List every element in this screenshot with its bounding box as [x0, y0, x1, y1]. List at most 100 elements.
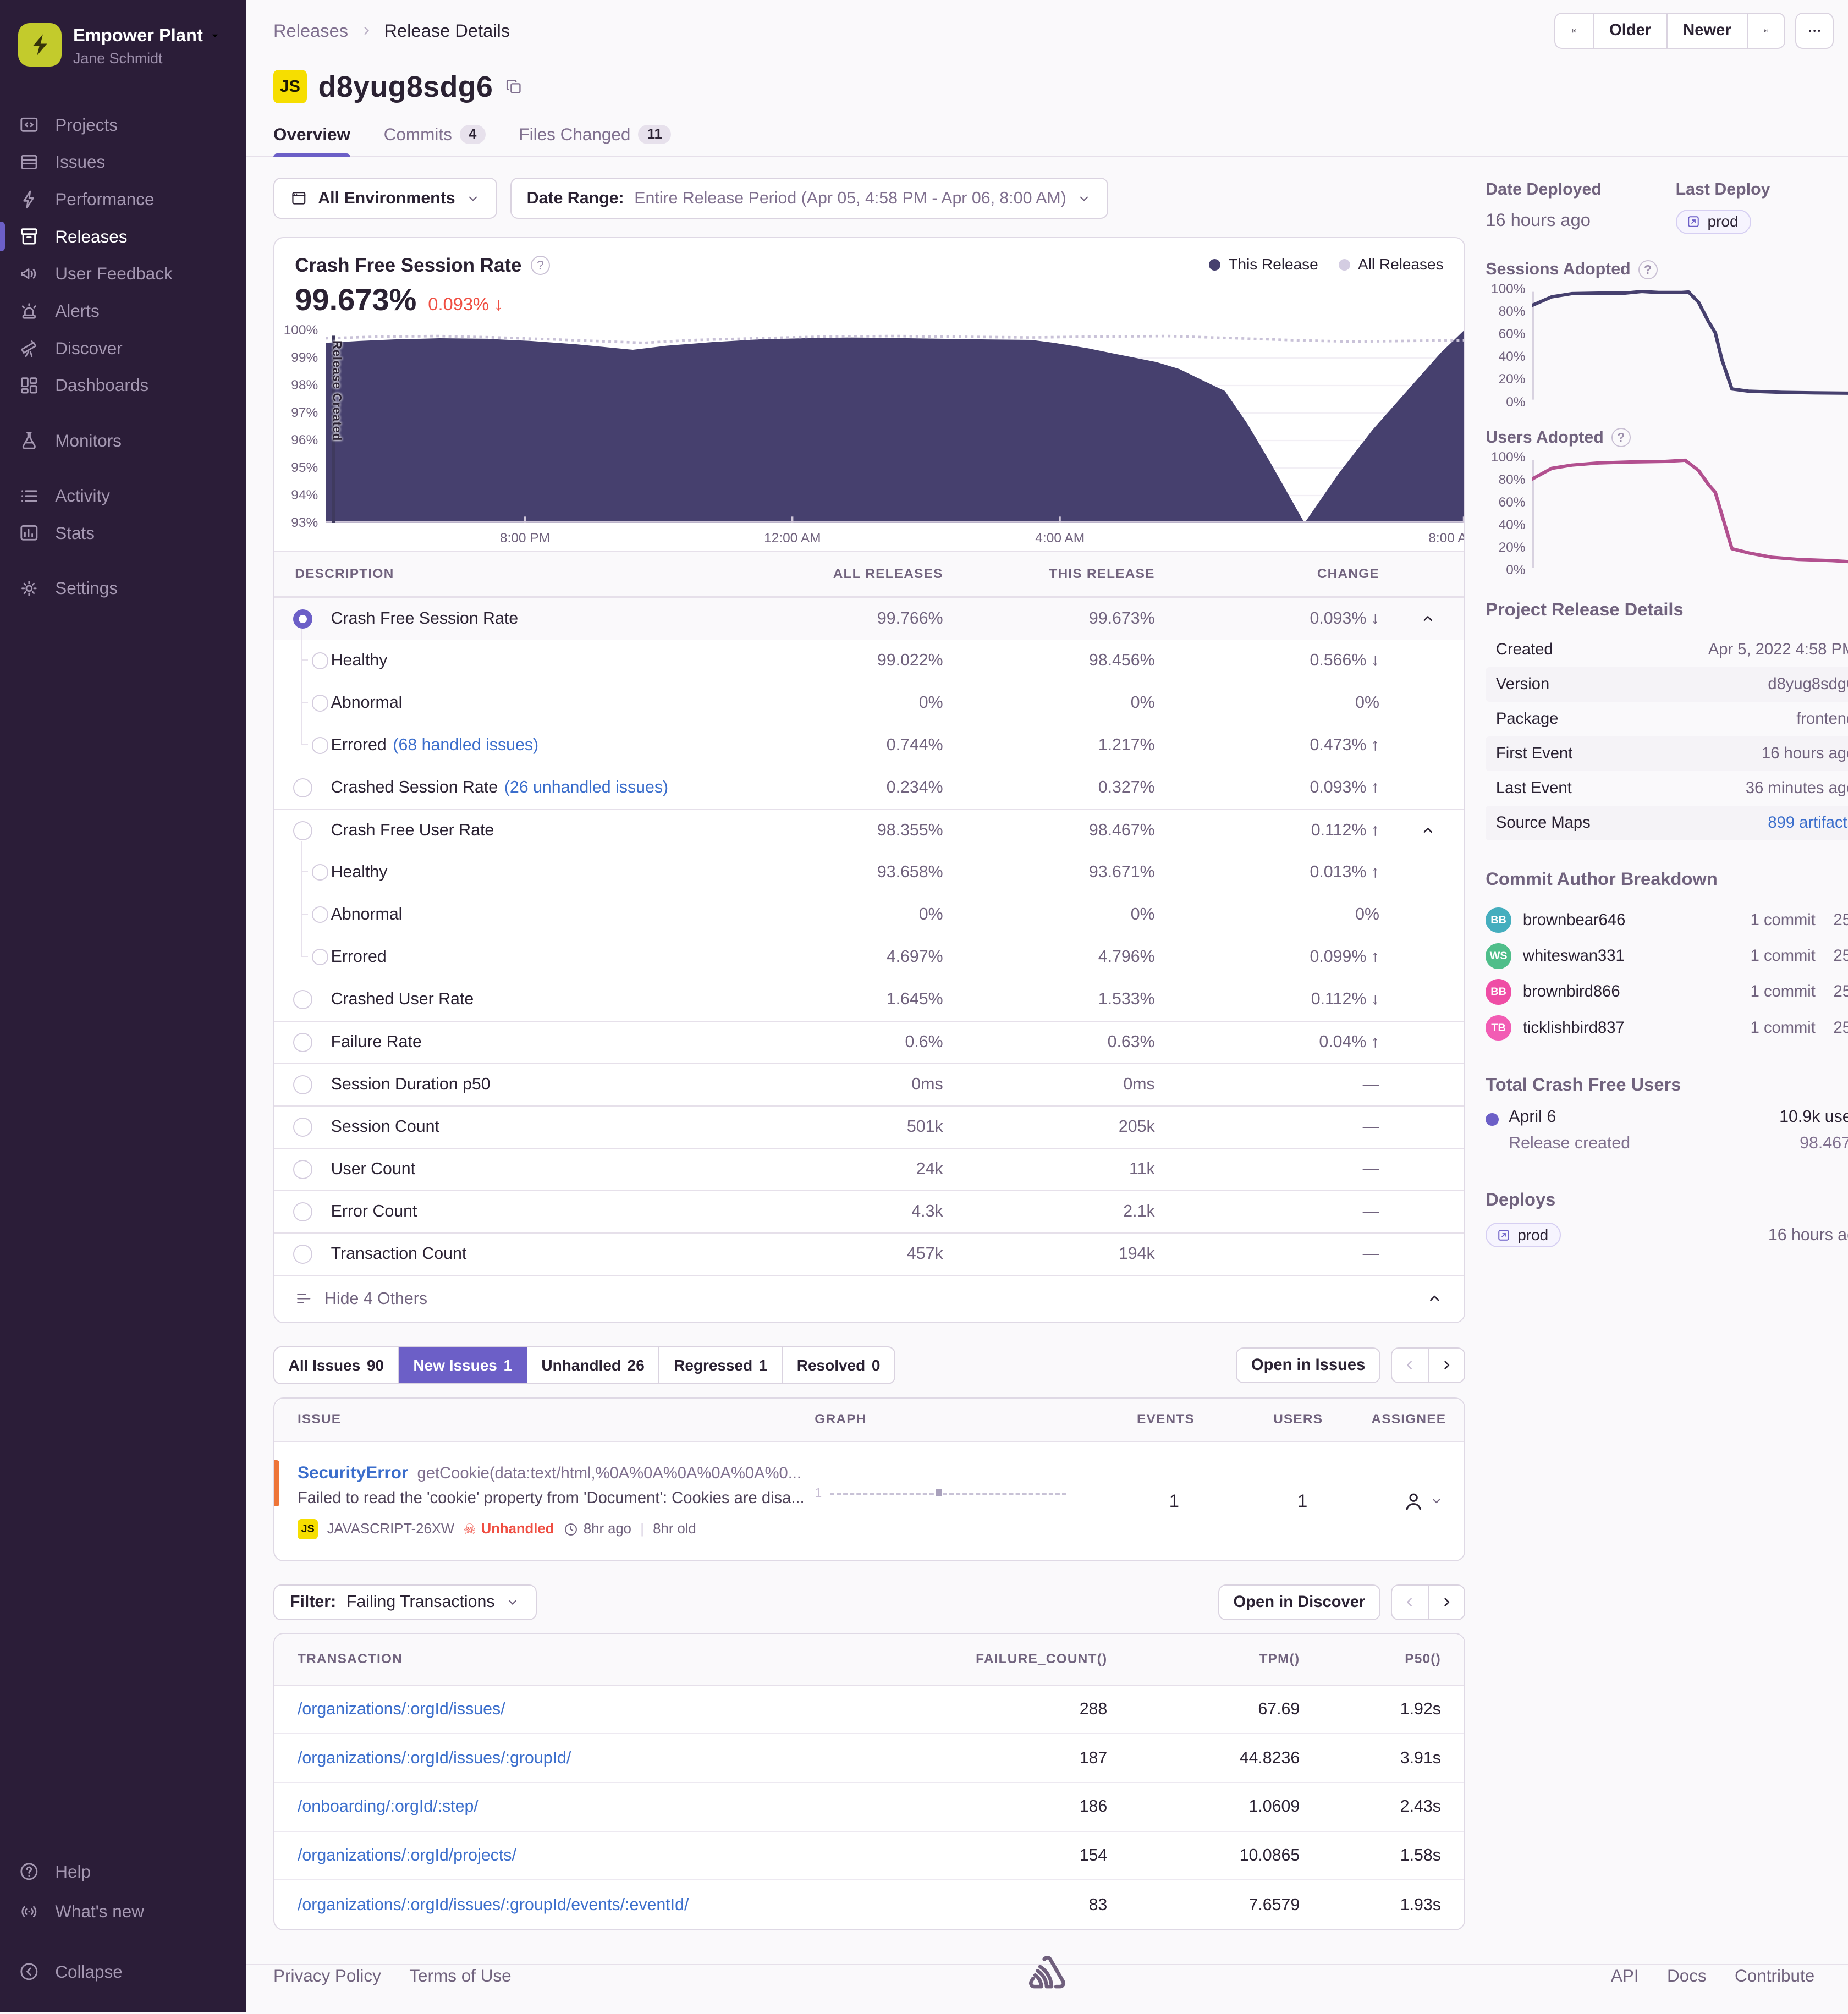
metric-row[interactable]: Session Duration p50 0ms 0ms —	[274, 1063, 1464, 1105]
metric-radio[interactable]	[293, 778, 312, 797]
help-icon[interactable]	[1638, 260, 1658, 279]
issues-tab[interactable]: Resolved 0	[783, 1347, 894, 1383]
metric-radio[interactable]	[311, 652, 328, 669]
metric-row[interactable]: Healthy 99.022% 98.456% 0.566%	[274, 629, 1464, 682]
transaction-row[interactable]: /organizations/:orgId/issues/:groupId/ev…	[274, 1880, 1464, 1929]
sidebar-bottom-item[interactable]: Help	[0, 1852, 246, 1891]
metric-radio[interactable]	[293, 1159, 312, 1179]
transaction-row[interactable]: /organizations/:orgId/projects/ 154 10.0…	[274, 1832, 1464, 1881]
metric-radio[interactable]	[311, 737, 328, 754]
sidebar-item[interactable]: Monitors	[0, 422, 246, 459]
metric-row[interactable]: Errored 4.697% 4.796% 0.099%	[274, 926, 1464, 978]
metric-row[interactable]: Crash Free Session Rate 99.766% 99.673% …	[274, 597, 1464, 640]
legend-item[interactable]: This Release	[1209, 256, 1318, 273]
metric-row[interactable]: User Count 24k 11k —	[274, 1147, 1464, 1190]
issues-tab[interactable]: Unhandled 26	[527, 1347, 660, 1384]
metric-row[interactable]: Abnormal 0% 0% 0%	[274, 883, 1464, 936]
sidebar-item[interactable]: Activity	[0, 477, 246, 515]
collapse-chevron-icon[interactable]	[1420, 610, 1436, 627]
metric-row[interactable]: Transaction Count 457k 194k —	[274, 1232, 1464, 1275]
issues-tab[interactable]: All Issues 90	[274, 1347, 399, 1384]
sidebar-item[interactable]: Issues	[0, 144, 246, 181]
metric-row[interactable]: Crashed Session Rate (26 unhandled issue…	[274, 767, 1464, 809]
prev-page-button[interactable]	[1390, 1584, 1428, 1620]
metric-row[interactable]: Healthy 93.658% 93.671% 0.013%	[274, 841, 1464, 894]
release-tab[interactable]: Files Changed 11	[519, 124, 672, 156]
first-release-button[interactable]	[1554, 13, 1593, 49]
issue-type-link[interactable]: SecurityError	[297, 1462, 409, 1483]
transactions-filter[interactable]: Filter: Failing Transactions	[273, 1584, 537, 1620]
metric-row[interactable]: Crashed User Rate 1.645% 1.533% 0.112%	[274, 978, 1464, 1021]
metric-row[interactable]: Abnormal 0% 0% 0%	[274, 672, 1464, 724]
metric-radio[interactable]	[293, 609, 312, 629]
deploy-env-pill[interactable]: prod	[1486, 1222, 1561, 1248]
transaction-link[interactable]: /organizations/:orgId/issues/:groupId/	[297, 1748, 571, 1767]
sidebar-item[interactable]: Discover	[0, 329, 246, 367]
metric-radio[interactable]	[311, 695, 328, 712]
release-tab[interactable]: Commits 4	[384, 124, 486, 156]
footer-link[interactable]: Privacy Policy	[273, 1965, 381, 1985]
help-icon[interactable]	[530, 256, 550, 276]
next-page-button[interactable]	[1428, 1347, 1465, 1384]
footer-link[interactable]: API	[1610, 1965, 1639, 1985]
open-in-issues-button[interactable]: Open in Issues	[1236, 1347, 1380, 1384]
metric-radio[interactable]	[293, 989, 312, 1009]
org-switcher[interactable]: Empower Plant Jane Schmidt	[0, 18, 246, 89]
transaction-row[interactable]: /onboarding/:orgId/:step/ 186 1.0609 2.4…	[274, 1783, 1464, 1832]
sidebar-bottom-item[interactable]: What's new	[0, 1891, 246, 1931]
metric-radio[interactable]	[311, 864, 328, 881]
open-in-discover-button[interactable]: Open in Discover	[1218, 1584, 1380, 1620]
environment-select[interactable]: All Environments	[273, 178, 498, 219]
metric-radio[interactable]	[311, 906, 328, 923]
newer-button[interactable]: Newer	[1667, 13, 1747, 49]
sidebar-item[interactable]: Alerts	[0, 293, 246, 330]
metric-row[interactable]: Errored (68 handled issues) 0.744% 1.217…	[274, 714, 1464, 767]
release-tab[interactable]: Overview	[273, 124, 351, 157]
hide-others-button[interactable]: Hide 4 Others	[274, 1274, 1464, 1322]
org-name[interactable]: Empower Plant	[73, 24, 222, 47]
metric-radio[interactable]	[293, 1117, 312, 1137]
transaction-link[interactable]: /organizations/:orgId/projects/	[297, 1846, 516, 1864]
metric-issues-link[interactable]: (68 handled issues)	[393, 736, 539, 755]
metric-row[interactable]: Error Count 4.3k 2.1k —	[274, 1190, 1464, 1232]
metric-issues-link[interactable]: (26 unhandled issues)	[504, 778, 669, 797]
prev-page-button[interactable]	[1390, 1347, 1428, 1384]
legend-item[interactable]: All Releases	[1339, 256, 1444, 273]
last-release-button[interactable]	[1746, 13, 1785, 49]
transaction-link[interactable]: /organizations/:orgId/issues/:groupId/ev…	[297, 1895, 689, 1914]
chart-plot-area[interactable]: Release Created	[326, 330, 1464, 523]
sidebar-item[interactable]: Releases	[0, 218, 246, 255]
sidebar-item[interactable]: Projects	[0, 106, 246, 144]
metric-radio[interactable]	[293, 1202, 312, 1221]
sidebar-item[interactable]: Stats	[0, 514, 246, 552]
sidebar-item[interactable]: Settings	[0, 570, 246, 607]
transaction-row[interactable]: /organizations/:orgId/issues/:groupId/ 1…	[274, 1734, 1464, 1783]
collapse-chevron-icon[interactable]	[1420, 822, 1436, 839]
help-icon[interactable]	[1611, 428, 1631, 448]
metric-radio[interactable]	[311, 949, 328, 966]
footer-link[interactable]: Contribute	[1735, 1965, 1815, 1985]
metric-row[interactable]: Session Count 501k 205k —	[274, 1105, 1464, 1148]
copy-button[interactable]	[504, 77, 524, 96]
transaction-row[interactable]: /organizations/:orgId/issues/ 288 67.69 …	[274, 1686, 1464, 1735]
metric-radio[interactable]	[293, 1244, 312, 1264]
next-page-button[interactable]	[1428, 1584, 1465, 1620]
footer-link[interactable]: Docs	[1667, 1965, 1707, 1985]
last-deploy-env-pill[interactable]: prod	[1675, 209, 1751, 234]
transaction-link[interactable]: /onboarding/:orgId/:step/	[297, 1797, 479, 1816]
assignee-selector[interactable]	[1341, 1489, 1464, 1513]
issue-row[interactable]: SecurityError getCookie(data:text/html,%…	[274, 1442, 1464, 1560]
sidebar-item[interactable]: Performance	[0, 181, 246, 218]
more-options-button[interactable]	[1795, 13, 1834, 49]
metric-radio[interactable]	[293, 1032, 312, 1052]
issues-tab[interactable]: Regressed 1	[659, 1347, 783, 1384]
date-range-select[interactable]: Date Range: Entire Release Period (Apr 0…	[510, 178, 1109, 219]
metric-row[interactable]: Crash Free User Rate 98.355% 98.467% 0.1…	[274, 808, 1464, 851]
metric-radio[interactable]	[293, 821, 312, 840]
metric-radio[interactable]	[293, 1075, 312, 1094]
sidebar-bottom-item[interactable]: Collapse	[0, 1952, 246, 1991]
metric-row[interactable]: Failure Rate 0.6% 0.63% 0.04%	[274, 1020, 1464, 1063]
footer-link[interactable]: Terms of Use	[409, 1965, 512, 1985]
issues-tab[interactable]: New Issues 1	[399, 1347, 527, 1384]
transaction-link[interactable]: /organizations/:orgId/issues/	[297, 1699, 505, 1718]
